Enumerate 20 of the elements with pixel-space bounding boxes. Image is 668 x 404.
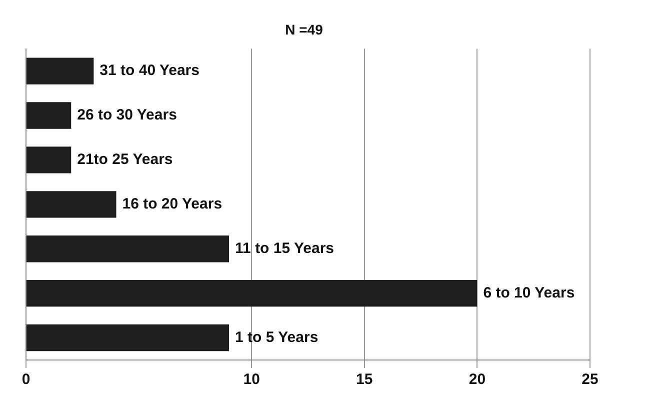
y-tick-label: 16 to 20 Years <box>122 196 222 213</box>
bar <box>26 191 116 218</box>
x-tick-label: 15 <box>356 371 373 388</box>
bar <box>26 324 230 352</box>
bar <box>26 280 478 307</box>
y-tick-label: 21to 25 Years <box>77 151 173 168</box>
y-tick-label: 6 to 10 Years <box>483 284 575 302</box>
y-tick-label: 26 to 30 Years <box>77 106 177 124</box>
x-tick-label: 0 <box>22 371 30 388</box>
bar <box>26 102 72 129</box>
bar <box>26 58 94 84</box>
x-tick-label: 10 <box>243 371 260 388</box>
y-tick-label: 31 to 40 Years <box>100 62 200 80</box>
x-tick-label: 20 <box>468 371 486 388</box>
x-tick-label: 25 <box>582 371 598 388</box>
y-tick-label: 1 to 5 Years <box>235 328 318 346</box>
bar <box>26 236 230 262</box>
bar <box>26 146 72 174</box>
y-tick-label: 11 to 15 Years <box>235 240 334 257</box>
chart-title: N =49 <box>285 21 324 38</box>
